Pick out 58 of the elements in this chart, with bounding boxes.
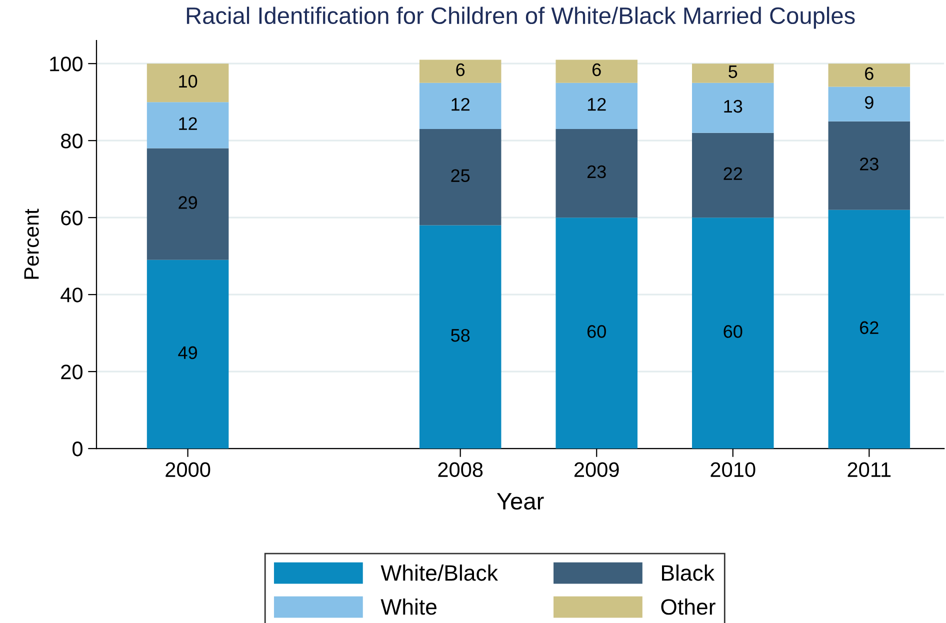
data-label: 22 (724, 167, 742, 180)
data-label: 60 (587, 325, 606, 338)
data-label: 12 (588, 98, 606, 111)
data-label: 5 (728, 65, 738, 78)
x-tick-label: 2000 (166, 462, 210, 478)
bar (692, 64, 774, 83)
y-tick-label: 100 (50, 56, 82, 72)
y-axis-title: Percent (24, 208, 39, 279)
bar (419, 60, 502, 83)
bar (146, 148, 229, 260)
data-label: 6 (592, 63, 601, 76)
bar (692, 218, 774, 449)
chart-title: Racial Identification for Children of White/Black Married Couples (186, 6, 855, 29)
bar (419, 225, 502, 449)
x-tick-label: 2010 (710, 462, 756, 478)
bar (828, 121, 910, 210)
data-label: 9 (864, 96, 874, 109)
bar (146, 102, 229, 148)
y-tick-label: 40 (60, 288, 82, 302)
bar (556, 218, 638, 449)
bar (146, 64, 229, 102)
bar (419, 82, 502, 130)
data-label: 25 (451, 169, 470, 182)
bar (692, 132, 774, 218)
bar (828, 64, 910, 87)
legend-label: White (380, 598, 436, 615)
y-tick-label: 20 (61, 364, 82, 380)
bar (828, 86, 910, 122)
legend-label: Black (662, 564, 715, 581)
data-label: 23 (860, 158, 878, 170)
x-tick-label: 2008 (438, 462, 483, 478)
data-label: 49 (178, 346, 197, 360)
x-tick-label: 2011 (848, 462, 891, 478)
bar (692, 82, 774, 133)
data-label: 10 (179, 74, 198, 88)
y-tick-label: 0 (72, 442, 82, 456)
bar (556, 129, 638, 218)
data-label: 23 (587, 165, 606, 178)
data-label: 6 (456, 63, 465, 76)
bar (146, 260, 229, 449)
data-label: 12 (452, 98, 470, 111)
bar (556, 82, 638, 130)
data-label: 6 (865, 67, 874, 80)
bar (828, 210, 910, 449)
data-label: 58 (451, 328, 470, 342)
bar (556, 60, 638, 83)
y-tick-label: 60 (61, 210, 82, 226)
legend-label: Other (661, 598, 716, 615)
data-label: 13 (724, 100, 742, 113)
data-label: 29 (178, 196, 197, 209)
data-label: 60 (724, 325, 742, 338)
legend-label: White/Black (380, 564, 498, 581)
y-tick-label: 80 (61, 134, 82, 148)
x-tick-label: 2009 (574, 462, 619, 478)
data-label: 62 (860, 321, 878, 334)
data-label: 12 (179, 117, 197, 130)
bar (419, 129, 502, 226)
x-axis-title: Year (496, 493, 544, 510)
